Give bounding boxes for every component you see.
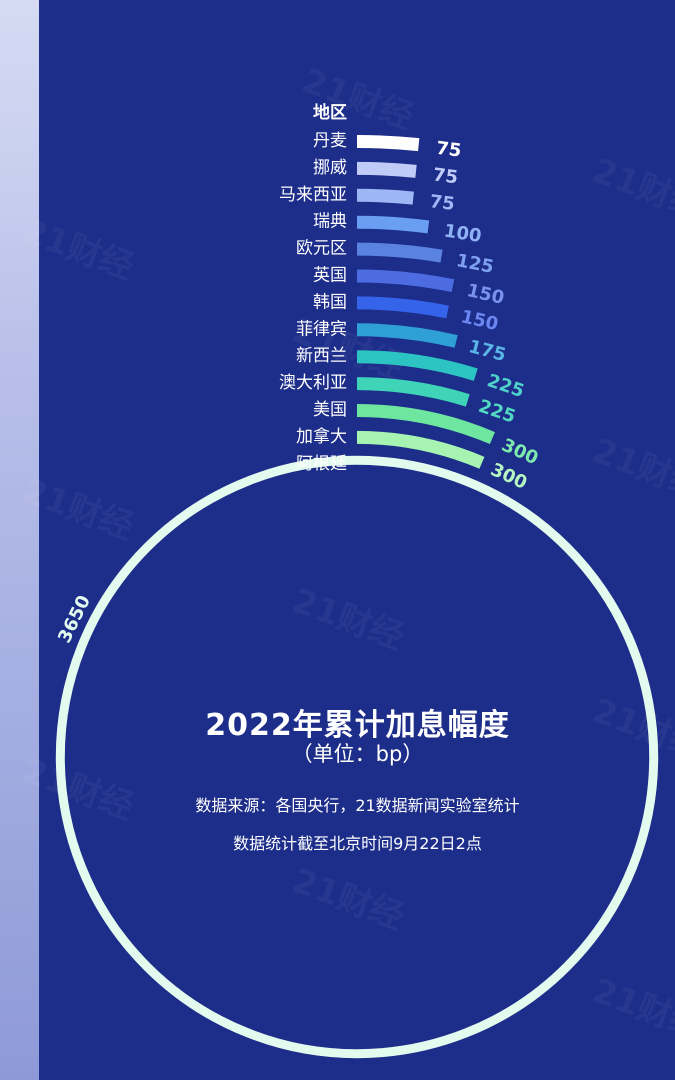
category-label-11: 加拿大: [296, 426, 347, 447]
category-label-7: 菲律宾: [296, 319, 347, 339]
cutoff-note: 数据统计截至北京时间9月22日2点: [233, 834, 482, 853]
category-label-5: 英国: [313, 266, 347, 286]
source-note: 数据来源：各国央行，21数据新闻实验室统计: [195, 796, 520, 815]
category-label-6: 韩国: [313, 292, 347, 312]
watermark-text: 21财经: [17, 471, 139, 548]
value-label-8: 225: [484, 370, 526, 402]
value-label-4: 125: [455, 250, 496, 278]
category-label-0: 丹麦: [313, 131, 347, 151]
value-label-9: 225: [476, 396, 518, 428]
category-label-10: 美国: [313, 400, 347, 420]
watermark-text: 21财经: [297, 61, 419, 138]
watermark-text: 21财经: [287, 581, 409, 658]
category-label-9: 澳大利亚: [279, 373, 347, 393]
value-label-5: 150: [465, 280, 506, 309]
category-label-4: 欧元区: [296, 239, 347, 259]
category-label-2: 马来西亚: [279, 185, 347, 205]
value-label-3: 100: [442, 220, 482, 247]
watermark-text: 21财经: [587, 431, 675, 508]
value-label-7: 175: [466, 336, 508, 366]
category-label-1: 挪威: [313, 158, 347, 178]
bar-6: [357, 296, 449, 319]
value-label-2: 75: [428, 191, 455, 215]
watermark-text: 21财经: [17, 211, 139, 288]
bar-2: [357, 188, 414, 205]
bar-7: [357, 323, 458, 348]
bar-8: [357, 350, 478, 381]
category-label-3: 瑞典: [313, 212, 347, 232]
category-header: 地区: [313, 102, 347, 123]
bar-9: [357, 377, 470, 407]
watermark-text: 21财经: [287, 861, 409, 938]
bar-3: [357, 215, 430, 234]
bar-10: [357, 404, 495, 445]
value-label-6: 150: [459, 306, 500, 335]
category-label-8: 新西兰: [296, 346, 347, 366]
bar-0: [357, 135, 420, 152]
chart-unit: （单位：bp）: [291, 742, 424, 766]
bar-4: [357, 242, 443, 263]
bar-5: [357, 269, 455, 293]
category-label-12: 阿根廷: [296, 454, 347, 474]
bars: [55, 135, 659, 1059]
bar-11: [357, 430, 485, 469]
bar-12: [55, 455, 659, 1059]
side-strip: [0, 0, 39, 1080]
value-label-0: 75: [435, 138, 462, 162]
watermark-text: 21财经: [587, 971, 675, 1048]
value-label-1: 75: [432, 164, 459, 188]
watermark-text: 21财经: [587, 151, 675, 228]
bar-1: [357, 161, 417, 178]
chart-title: 2022年累计加息幅度: [205, 708, 510, 743]
